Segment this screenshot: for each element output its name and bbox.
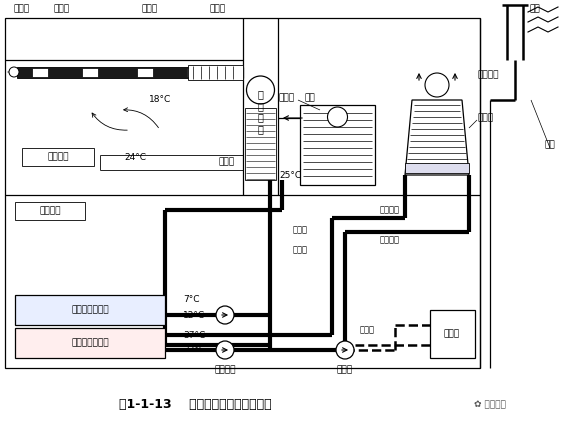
Text: ✿ 暖通南社: ✿ 暖通南社 (474, 400, 506, 410)
Circle shape (216, 341, 234, 359)
Bar (405, 163, 469, 173)
Text: 冷却水管: 冷却水管 (380, 235, 400, 245)
Circle shape (425, 73, 449, 97)
Circle shape (328, 107, 347, 127)
Text: 冷水管: 冷水管 (293, 226, 308, 234)
Text: 制冷机的蒸发器: 制冷机的蒸发器 (71, 306, 109, 314)
Bar (15, 328, 165, 358)
Text: 回风口: 回风口 (219, 157, 235, 166)
Text: 制冷机房: 制冷机房 (39, 206, 61, 216)
Bar (82, 68, 98, 77)
Text: 空
调
机
房: 空 调 机 房 (257, 89, 263, 134)
Text: 冷水泵: 冷水泵 (293, 245, 308, 255)
Text: 冷却水泵: 冷却水泵 (215, 365, 236, 375)
Bar (15, 202, 85, 220)
Bar (188, 65, 243, 80)
Text: 排风扇: 排风扇 (14, 5, 30, 13)
Bar (17, 67, 243, 78)
Text: 25°C: 25°C (279, 171, 301, 179)
Circle shape (9, 67, 19, 77)
Text: 热水泵: 热水泵 (337, 365, 353, 375)
Text: 送风口: 送风口 (54, 5, 70, 13)
Bar (32, 68, 48, 77)
Bar (5, 18, 480, 368)
Text: 新风: 新风 (305, 93, 315, 102)
Text: 热水管: 热水管 (360, 325, 375, 335)
Polygon shape (405, 100, 469, 175)
Text: 热湿空气: 热湿空气 (477, 70, 498, 80)
Text: 冷凝水管: 冷凝水管 (380, 205, 400, 215)
Text: 空调机: 空调机 (279, 93, 295, 102)
Text: 32°C: 32°C (183, 346, 205, 354)
Text: 18°C: 18°C (149, 96, 171, 104)
Bar (187, 68, 203, 77)
Text: 烟囱: 烟囱 (544, 141, 555, 149)
Text: 热水器: 热水器 (444, 330, 460, 338)
Text: 制冷机的冷凝器: 制冷机的冷凝器 (71, 338, 109, 347)
Bar (22, 148, 94, 166)
Text: 12°C: 12°C (183, 311, 205, 320)
Circle shape (247, 76, 275, 104)
Bar (245, 108, 276, 180)
Text: 消声器: 消声器 (210, 5, 226, 13)
Text: 7°C: 7°C (183, 296, 199, 304)
Circle shape (336, 341, 354, 359)
Text: 送风管: 送风管 (142, 5, 158, 13)
Text: 24°C: 24°C (124, 152, 146, 162)
Text: 空调房间: 空调房间 (47, 152, 69, 162)
Bar (137, 68, 153, 77)
Text: 烟气: 烟气 (530, 5, 540, 13)
Text: 37°C: 37°C (183, 330, 205, 339)
Circle shape (216, 306, 234, 324)
Text: 图1-1-13    典型的集中式空调系统图: 图1-1-13 典型的集中式空调系统图 (119, 399, 271, 411)
Bar (430, 310, 475, 358)
Text: 冷却塔: 冷却塔 (477, 114, 493, 123)
Bar (15, 295, 165, 325)
Bar (300, 105, 375, 185)
